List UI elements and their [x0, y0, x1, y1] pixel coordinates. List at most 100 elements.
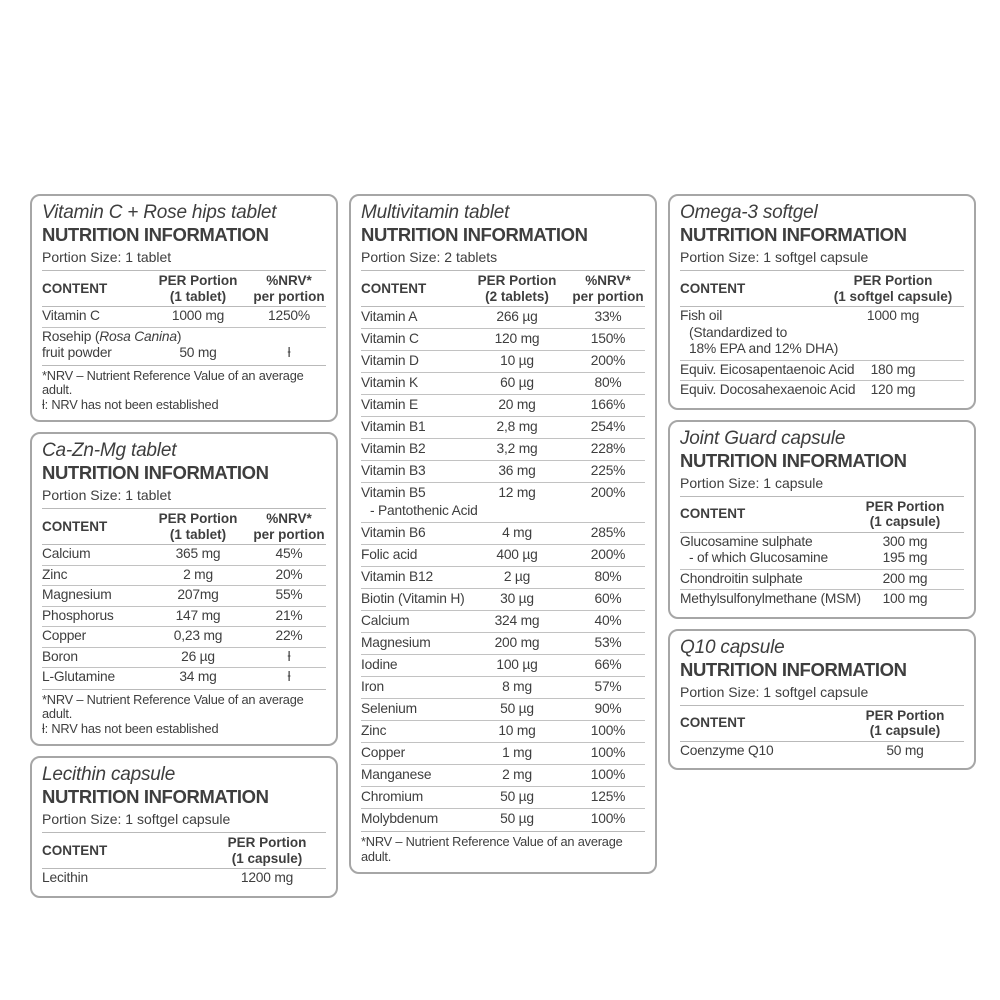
nutrient-amount: 60 µg	[500, 375, 534, 390]
nutrient-name: Vitamin C	[361, 330, 463, 348]
nutrient-nrv: 254%	[590, 419, 626, 434]
nutrient-amount: 10 mg	[498, 723, 536, 738]
nutrient-amount: 195 mg	[882, 550, 928, 565]
nutrient-amount: 400 µg	[496, 547, 538, 562]
panel-q10: Q10 capsule NUTRITION INFORMATION Portion …	[668, 628, 976, 770]
table-row: Iron 8 mg 57%	[361, 676, 645, 698]
nutrient-amount: 120 mg	[870, 382, 916, 397]
table-row: Copper 1 mg 100%	[361, 742, 645, 764]
nutrient-nrv: 100%	[590, 811, 626, 826]
nutrient-nrv: 80%	[594, 375, 622, 390]
nutrient-name-text: Selenium	[361, 701, 417, 716]
column-2: Multivitamin tablet NUTRITION INFORMATION…	[349, 194, 657, 874]
table-row-line: Vitamin D 10 µg 200%	[361, 352, 645, 370]
table-row: Zinc 10 mg 100%	[361, 720, 645, 742]
portion-size: Portion Size: 1 tablet	[42, 487, 172, 503]
nutrient-amount: 1000 mg	[171, 308, 225, 323]
nutrient-name-prefix: Rosehip (	[42, 328, 100, 344]
nutrient-nrv: 100%	[590, 723, 626, 738]
column-header-nrv: %NRV* per portion	[571, 273, 645, 304]
nutrient-name: Vitamin B12	[361, 568, 463, 586]
table-row: Vitamin E 20 mg 166%	[361, 394, 645, 416]
per-portion-line-2: (1 tablet)	[169, 526, 227, 542]
product-title: Ca-Zn-Mg tablet	[42, 440, 177, 461]
nutrient-amount: 120 mg	[494, 331, 540, 346]
footnote: *NRV – Nutrient Reference Value of an av…	[42, 364, 326, 414]
column-3: Omega-3 softgel NUTRITION INFORMATION Port…	[668, 194, 976, 770]
nutrient-nrv: 55%	[275, 587, 303, 602]
nutrient-name-text: Iron	[361, 679, 384, 694]
nutrient-name-text: Vitamin B5	[361, 485, 426, 500]
nutrient-name: Biotin (Vitamin H)	[361, 590, 465, 608]
per-portion-line-2: (1 capsule)	[869, 514, 941, 529]
nutrient-name-text: Vitamin C	[42, 308, 100, 323]
nutrient-name-text: Vitamin A	[361, 309, 418, 324]
nutrient-nrv: 228%	[590, 441, 626, 456]
table-row: Calcium 324 mg 40%	[361, 610, 645, 632]
column-header-content: CONTENT	[680, 280, 746, 296]
nutrient-name: Vitamin B5	[361, 484, 463, 502]
table-header: CONTENT PER Portion (1 tablet) %NRV* per por…	[42, 508, 326, 545]
table-row: Vitamin D 10 µg 200%	[361, 350, 645, 372]
footnote-line: *NRV – Nutrient Reference Value of an av…	[361, 834, 623, 864]
table-body: Calcium 365 mg 45% Zinc 2 mg 20% Magnesium 207m…	[42, 545, 326, 688]
column-header-content: CONTENT	[680, 506, 746, 522]
table-row: Vitamin C 1000 mg 1250%	[42, 307, 326, 327]
nutrient-name: Iodine	[361, 656, 463, 674]
nutrient-amount: 0,23 mg	[173, 628, 223, 643]
nutrient-nrv: 80%	[594, 569, 622, 584]
nutrient-amount: 365 mg	[175, 546, 221, 561]
nutrient-nrv: 100%	[590, 745, 626, 760]
nutrient-name: Copper	[361, 744, 463, 762]
table-row-line: Copper 0,23 mg 22%	[42, 628, 326, 645]
table-row-line: Vitamin C 120 mg 150%	[361, 330, 645, 348]
nutrition-information-heading: NUTRITION INFORMATION	[680, 449, 907, 471]
per-portion-line-1: PER Portion	[477, 273, 557, 288]
table-header: CONTENT PER Portion (1 capsule)	[680, 495, 964, 533]
nutrient-name: Glucosamine sulphate	[680, 534, 846, 551]
nutrient-amount: 50 mg	[179, 345, 217, 360]
nutrient-amount: 34 mg	[179, 669, 217, 684]
nutrient-amount: 3,2 mg	[496, 441, 538, 456]
per-portion-line-2: (1 capsule)	[231, 850, 303, 866]
table-row-line: Vitamin C 1000 mg 1250%	[42, 308, 326, 325]
table-row-line: Vitamin K 60 µg 80%	[361, 374, 645, 392]
nutrient-name: fruit powder	[42, 345, 144, 362]
table-row-line: L-Glutamine 34 mg ƚ	[42, 669, 326, 686]
nutrition-information-heading: NUTRITION INFORMATION	[42, 786, 269, 807]
nutrient-amount: 8 mg	[502, 679, 532, 694]
table-row-line: 18% EPA and 12% DHA)	[680, 341, 964, 358]
table-row-line: Lecithin 1200 mg	[42, 870, 326, 887]
nutrient-nrv: 66%	[594, 657, 622, 672]
nutrient-nrv: 150%	[590, 331, 626, 346]
nutrient-name: Vitamin B2	[361, 440, 463, 458]
nutrient-amount: 4 mg	[502, 525, 532, 540]
nutrient-name: - of which Glucosamine	[680, 550, 846, 567]
table-header: CONTENT PER Portion (1 capsule)	[42, 832, 326, 869]
nutrient-nrv: 57%	[594, 679, 622, 694]
nutrient-amount: 200 mg	[882, 570, 928, 586]
footnote: *NRV – Nutrient Reference Value of an av…	[42, 688, 326, 738]
table-body: Glucosamine sulphate 300 mg - of which Glu…	[680, 533, 964, 610]
nutrient-nrv: 225%	[590, 463, 626, 478]
portion-size: Portion Size: 1 softgel capsule	[42, 811, 231, 827]
nutrient-amount: 50 mg	[886, 742, 924, 758]
column-header-content: CONTENT	[361, 280, 427, 296]
table-row-line: Boron 26 µg ƚ	[42, 649, 326, 666]
table-row: Manganese 2 mg 100%	[361, 764, 645, 786]
nutrient-nrv: 166%	[590, 397, 626, 412]
nutrient-name: Vitamin D	[361, 352, 463, 370]
product-title: Omega-3 softgel	[680, 202, 818, 223]
table-row-line: Vitamin A 266 µg 33%	[361, 308, 645, 326]
nrv-line-1: %NRV*	[266, 273, 312, 288]
nutrient-name-text: Vitamin K	[361, 375, 418, 390]
column-header-per-portion: PER Portion (1 capsule)	[208, 835, 326, 866]
table-header: CONTENT PER Portion (1 tablet) %NRV* per por…	[42, 270, 326, 307]
nutrient-name-text: 18% EPA and 12% DHA)	[689, 341, 839, 356]
panel-joint-guard: Joint Guard capsule NUTRITION INFORMATION…	[668, 419, 976, 619]
table-row-line: Copper 1 mg 100%	[361, 744, 645, 762]
nutrient-nrv: 33%	[594, 309, 622, 324]
table-row-line: Chondroitin sulphate 200 mg	[680, 571, 964, 588]
table-row-line: Coenzyme Q10 50 mg	[680, 743, 964, 760]
table-row: Folic acid 400 µg 200%	[361, 544, 645, 566]
